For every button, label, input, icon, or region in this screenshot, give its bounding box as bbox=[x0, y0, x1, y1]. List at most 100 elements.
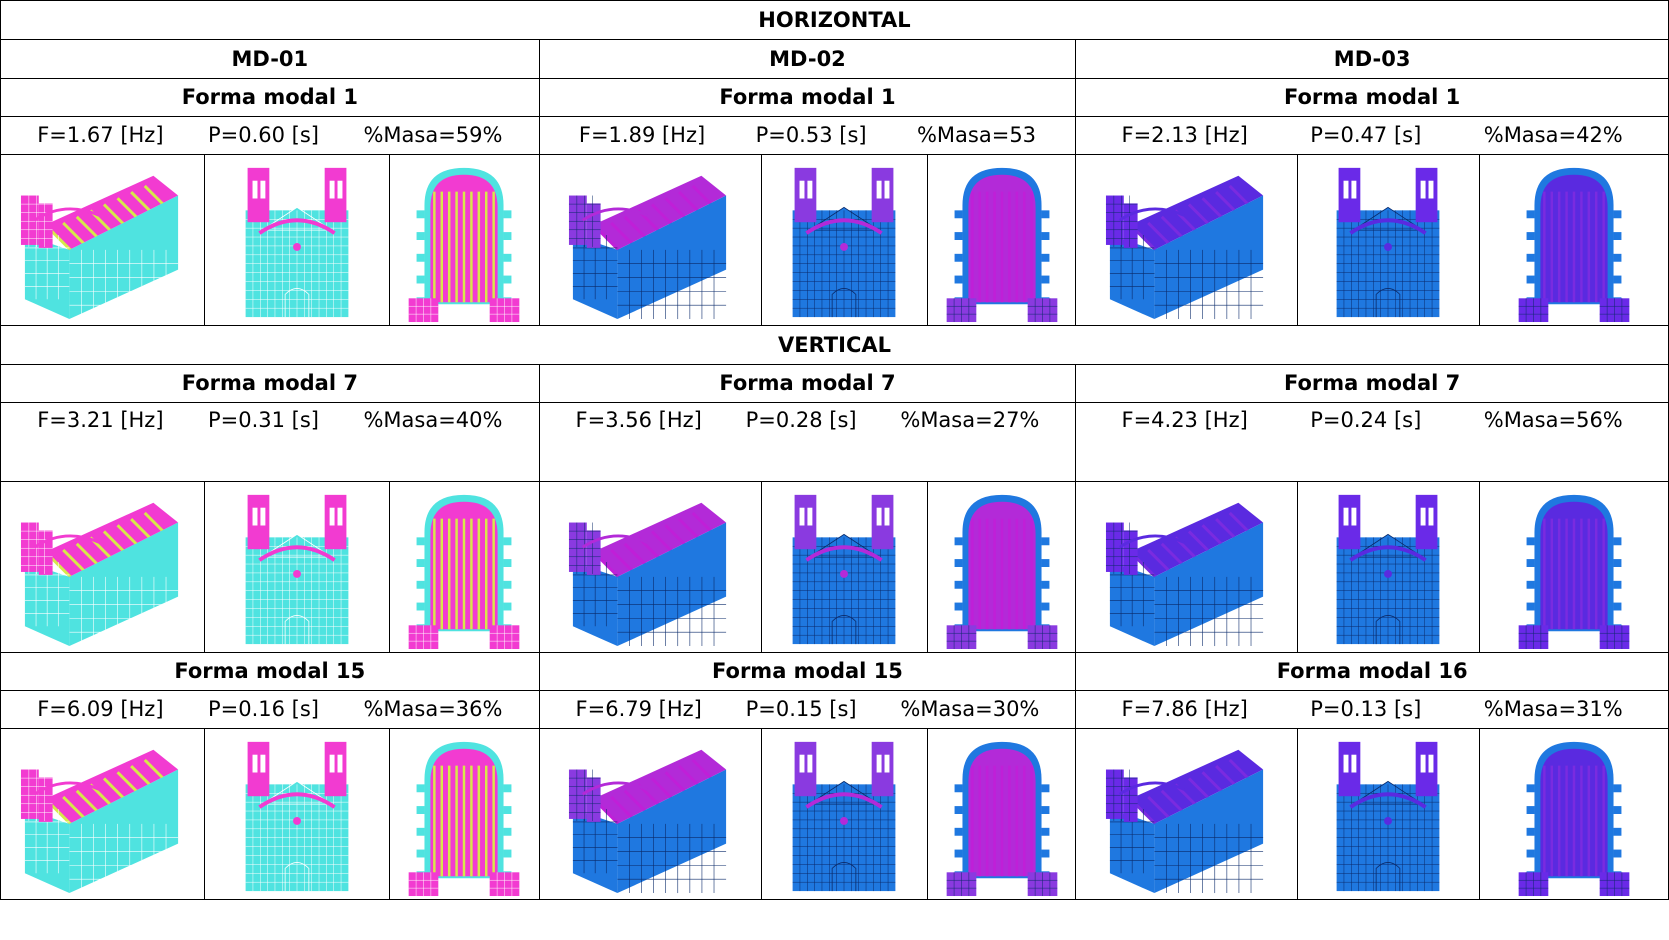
mass-value: %Masa=27% bbox=[900, 408, 1040, 432]
mode-shape-image bbox=[388, 728, 540, 900]
plan-view-icon bbox=[408, 494, 520, 650]
mode-label: Forma modal 1 bbox=[538, 78, 1077, 117]
iso-view-icon bbox=[21, 749, 179, 894]
mode-shape-image bbox=[1297, 728, 1480, 900]
mode-shape-image bbox=[927, 154, 1077, 326]
mass-value: %Masa=31% bbox=[1483, 697, 1623, 721]
mode-shape-image bbox=[0, 481, 205, 653]
mode-label: Forma modal 1 bbox=[0, 78, 540, 117]
mode-shape-images-row bbox=[0, 728, 1669, 900]
mass-value: %Masa=56% bbox=[1483, 408, 1623, 432]
front-view-icon bbox=[1337, 167, 1440, 318]
mode-shape-image bbox=[203, 728, 390, 900]
mode-values: F=4.23 [Hz] P=0.24 [s] %Masa=56% bbox=[1075, 402, 1669, 482]
mode-shape-image bbox=[1297, 154, 1480, 326]
mode-shape-image bbox=[388, 481, 540, 653]
frequency-value: F=6.79 [Hz] bbox=[575, 697, 702, 721]
period-value: P=0.24 [s] bbox=[1310, 408, 1422, 432]
mode-shape-image bbox=[1478, 481, 1669, 653]
front-view-icon bbox=[1337, 494, 1440, 645]
mode-shape-image bbox=[1075, 728, 1299, 900]
plan-view-icon bbox=[1518, 494, 1630, 650]
front-view-icon bbox=[245, 494, 349, 645]
mode-shape-image bbox=[203, 154, 390, 326]
mode-shape-image bbox=[760, 728, 929, 900]
plan-view-icon bbox=[408, 741, 520, 897]
mode-shape-image bbox=[1297, 481, 1480, 653]
frequency-value: F=3.21 [Hz] bbox=[37, 408, 164, 432]
mass-value: %Masa=36% bbox=[363, 697, 503, 721]
iso-view-icon bbox=[569, 502, 727, 647]
frequency-value: F=7.86 [Hz] bbox=[1121, 697, 1248, 721]
iso-view-icon bbox=[569, 749, 727, 894]
mode-label: Forma modal 7 bbox=[538, 364, 1077, 403]
period-value: P=0.60 [s] bbox=[207, 123, 319, 147]
mode-values: F=1.67 [Hz] P=0.60 [s] %Masa=59% bbox=[0, 116, 540, 155]
mode-shape-images-row bbox=[0, 154, 1669, 326]
mass-value: %Masa=59% bbox=[363, 123, 503, 147]
mass-value: %Masa=30% bbox=[900, 697, 1040, 721]
section-title-vertical: VERTICAL bbox=[0, 325, 1669, 365]
frequency-value: F=6.09 [Hz] bbox=[37, 697, 164, 721]
mass-value: %Masa=53 bbox=[916, 123, 1037, 147]
mode-label: Forma modal 7 bbox=[0, 364, 540, 403]
mode-shape-image bbox=[1478, 728, 1669, 900]
front-view-icon bbox=[793, 741, 896, 892]
mode-label: Forma modal 16 bbox=[1075, 652, 1669, 691]
plan-view-icon bbox=[1518, 741, 1630, 897]
front-view-icon bbox=[245, 741, 349, 892]
plan-view-icon bbox=[946, 494, 1058, 650]
frequency-value: F=3.56 [Hz] bbox=[575, 408, 702, 432]
iso-view-icon bbox=[569, 175, 727, 320]
period-value: P=0.53 [s] bbox=[755, 123, 867, 147]
iso-view-icon bbox=[21, 175, 179, 320]
mode-shape-image bbox=[538, 481, 762, 653]
iso-view-icon bbox=[21, 502, 179, 647]
mode-shape-image bbox=[927, 481, 1077, 653]
model-header-md01: MD-01 bbox=[0, 39, 540, 79]
mode-label: Forma modal 15 bbox=[0, 652, 540, 691]
mode-shape-images-row bbox=[0, 481, 1669, 653]
period-value: P=0.28 [s] bbox=[745, 408, 857, 432]
period-value: P=0.15 [s] bbox=[745, 697, 857, 721]
front-view-icon bbox=[245, 167, 349, 318]
period-value: P=0.47 [s] bbox=[1310, 123, 1422, 147]
mode-values: F=6.09 [Hz] P=0.16 [s] %Masa=36% bbox=[0, 690, 540, 729]
section-title-horizontal: HORIZONTAL bbox=[0, 0, 1669, 40]
modal-results-table: HORIZONTAL MD-01 MD-02 MD-03 Forma modal… bbox=[0, 0, 1669, 900]
plan-view-icon bbox=[408, 167, 520, 323]
front-view-icon bbox=[793, 494, 896, 645]
mode-values: F=6.79 [Hz] P=0.15 [s] %Masa=30% bbox=[538, 690, 1077, 729]
plan-view-icon bbox=[1518, 167, 1630, 323]
mass-value: %Masa=40% bbox=[363, 408, 503, 432]
plan-view-icon bbox=[946, 741, 1058, 897]
frequency-value: F=2.13 [Hz] bbox=[1121, 123, 1248, 147]
frequency-value: F=1.89 [Hz] bbox=[578, 123, 706, 147]
mode-shape-image bbox=[538, 728, 762, 900]
mode-shape-image bbox=[760, 154, 929, 326]
mode-values: F=1.89 [Hz] P=0.53 [s] %Masa=53 bbox=[538, 116, 1077, 155]
mode-label: Forma modal 7 bbox=[1075, 364, 1669, 403]
mode-shape-image bbox=[203, 481, 390, 653]
mode-shape-image bbox=[0, 728, 205, 900]
mode-values: F=7.86 [Hz] P=0.13 [s] %Masa=31% bbox=[1075, 690, 1669, 729]
iso-view-icon bbox=[1105, 502, 1263, 647]
front-view-icon bbox=[1337, 741, 1440, 892]
mass-value: %Masa=42% bbox=[1483, 123, 1623, 147]
mode-shape-image bbox=[388, 154, 540, 326]
mode-shape-image bbox=[538, 154, 762, 326]
mode-shape-image bbox=[1075, 481, 1299, 653]
mode-values: F=3.56 [Hz] P=0.28 [s] %Masa=27% bbox=[538, 402, 1077, 482]
plan-view-icon bbox=[946, 167, 1058, 323]
mode-label: Forma modal 1 bbox=[1075, 78, 1669, 117]
mode-shape-image bbox=[1478, 154, 1669, 326]
frequency-value: F=1.67 [Hz] bbox=[37, 123, 164, 147]
mode-shape-image bbox=[0, 154, 205, 326]
mode-shape-image bbox=[927, 728, 1077, 900]
model-header-md03: MD-03 bbox=[1075, 39, 1669, 79]
mode-label: Forma modal 15 bbox=[538, 652, 1077, 691]
period-value: P=0.13 [s] bbox=[1310, 697, 1422, 721]
front-view-icon bbox=[793, 167, 896, 318]
period-value: P=0.16 [s] bbox=[207, 697, 319, 721]
iso-view-icon bbox=[1105, 175, 1263, 320]
